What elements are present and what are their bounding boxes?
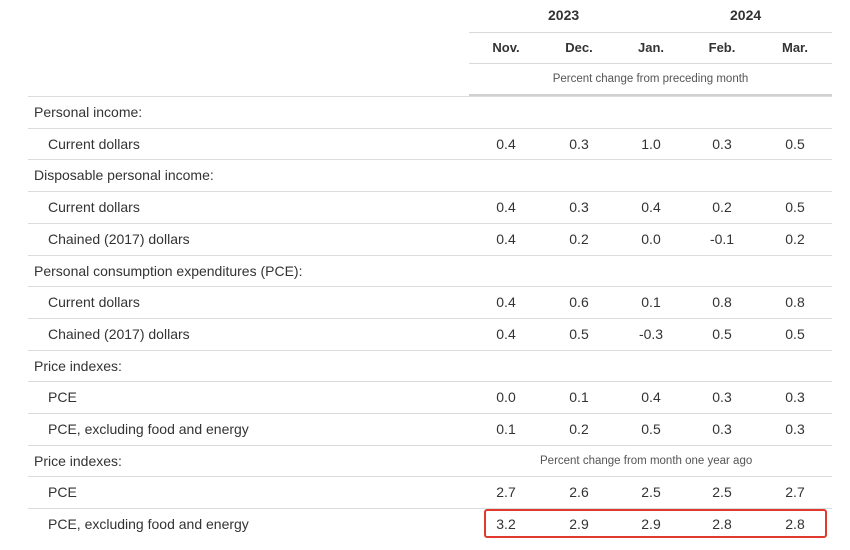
cell-mar: 0.5	[785, 199, 805, 216]
cell-mar: 2.7	[785, 484, 805, 501]
row-label: PCE	[48, 484, 77, 501]
section-row: Price indexes:	[28, 349, 832, 382]
cell-mar: 0.3	[785, 421, 805, 437]
section-label: Price indexes:	[34, 452, 122, 469]
month-rule	[469, 63, 832, 64]
cell-mar: 0.5	[785, 135, 805, 152]
cell-mar: 0.3	[785, 389, 805, 406]
cell-feb: 0.8	[712, 294, 732, 311]
section-row: Personal consumption expenditures (PCE):	[28, 254, 832, 287]
row-label: Current dollars	[48, 199, 140, 216]
cell-dec: 0.2	[569, 421, 589, 437]
section-row: Price indexes: Percent change from month …	[28, 444, 832, 477]
cell-feb: 2.8	[712, 516, 732, 533]
cell-dec: 0.6	[569, 294, 589, 311]
cell-dec: 0.1	[569, 389, 589, 406]
year-rule	[469, 32, 832, 33]
table-row: Current dollars 0.4 0.3 0.4 0.2 0.5	[28, 191, 832, 223]
cell-jan: 0.5	[641, 421, 661, 437]
cell-feb: 0.3	[712, 421, 732, 437]
cell-dec: 0.2	[569, 230, 589, 247]
cell-dec: 2.6	[569, 484, 589, 501]
section-row: Disposable personal income:	[28, 159, 832, 191]
year-2023-label: 2023	[548, 7, 580, 23]
cell-jan: 0.0	[641, 230, 661, 247]
cell-jan: 2.9	[641, 516, 661, 533]
highlight-box	[484, 509, 827, 538]
cell-dec: 2.9	[569, 516, 589, 533]
row-label: PCE	[48, 389, 77, 406]
table-row: PCE, excluding food and energy 0.1 0.2 0.5 0…	[28, 413, 832, 445]
cell-nov: 2.7	[496, 484, 516, 501]
cell-jan: 0.4	[641, 389, 661, 406]
subhead-yearly: Percent change from month one year ago	[540, 454, 753, 467]
cell-mar: 0.8	[785, 294, 805, 311]
section-row: Personal income:	[28, 96, 832, 128]
cell-jan: 0.1	[641, 294, 661, 311]
cell-dec: 0.3	[569, 199, 589, 216]
cell-jan: 1.0	[641, 135, 661, 152]
cell-jan: 0.4	[641, 199, 661, 216]
section-label: Personal income:	[34, 104, 143, 120]
table-row: PCE 0.0 0.1 0.4 0.3 0.3	[28, 381, 832, 413]
subhead-monthly: Percent change from preceding month	[552, 73, 749, 85]
month-nov: Nov.	[492, 40, 520, 55]
section-label: Disposable personal income:	[34, 167, 214, 184]
cell-nov: 0.4	[496, 135, 516, 152]
cell-feb: 0.2	[712, 199, 732, 216]
table-row: Chained (2017) dollars 0.4 0.5 -0.3 0.5 0.5	[28, 317, 832, 350]
table-row: PCE, excluding food and energy 3.2 2.9 2.9 2…	[28, 508, 832, 540]
cell-nov: 0.4	[496, 325, 516, 342]
cell-nov: 0.0	[496, 389, 516, 406]
cell-feb: 0.5	[712, 325, 732, 342]
table-row: Current dollars 0.4 0.3 1.0 0.3 0.5	[28, 127, 832, 160]
row-label: Current dollars	[48, 294, 140, 311]
cell-jan: 2.5	[641, 484, 661, 501]
row-label: Chained (2017) dollars	[48, 325, 190, 342]
cell-nov: 3.2	[496, 516, 516, 533]
cell-feb: 0.3	[712, 389, 732, 406]
table-row: PCE 2.7 2.6 2.5 2.5 2.7	[28, 476, 832, 508]
row-label: Current dollars	[48, 135, 140, 152]
table-row: Chained (2017) dollars 0.4 0.2 0.0 -0.1 0.2	[28, 222, 832, 255]
subhead-rule	[469, 94, 832, 97]
row-label: PCE, excluding food and energy	[48, 421, 249, 437]
month-dec: Dec.	[565, 40, 593, 55]
cell-mar: 2.8	[785, 516, 805, 533]
cell-nov: 0.4	[496, 199, 516, 216]
cell-mar: 0.5	[785, 325, 805, 342]
cell-nov: 0.4	[496, 230, 516, 247]
table-row: Current dollars 0.4 0.6 0.1 0.8 0.8	[28, 286, 832, 318]
month-mar: Mar.	[781, 40, 808, 55]
cell-nov: 0.4	[496, 294, 516, 311]
cell-jan: -0.3	[638, 325, 664, 342]
month-jan: Jan.	[637, 40, 664, 55]
year-2024-label: 2024	[730, 7, 762, 23]
section-label: Price indexes:	[34, 357, 122, 374]
cell-dec: 0.5	[569, 325, 589, 342]
cell-feb: 0.3	[712, 135, 732, 152]
row-label: PCE, excluding food and energy	[48, 516, 249, 533]
cell-mar: 0.2	[785, 230, 805, 247]
cell-feb: -0.1	[709, 230, 735, 247]
cell-feb: 2.5	[712, 484, 732, 501]
month-feb: Feb.	[708, 40, 736, 55]
cell-dec: 0.3	[569, 135, 589, 152]
row-label: Chained (2017) dollars	[48, 230, 190, 247]
cell-nov: 0.1	[496, 421, 516, 437]
section-label: Personal consumption expenditures (PCE):	[34, 262, 303, 279]
